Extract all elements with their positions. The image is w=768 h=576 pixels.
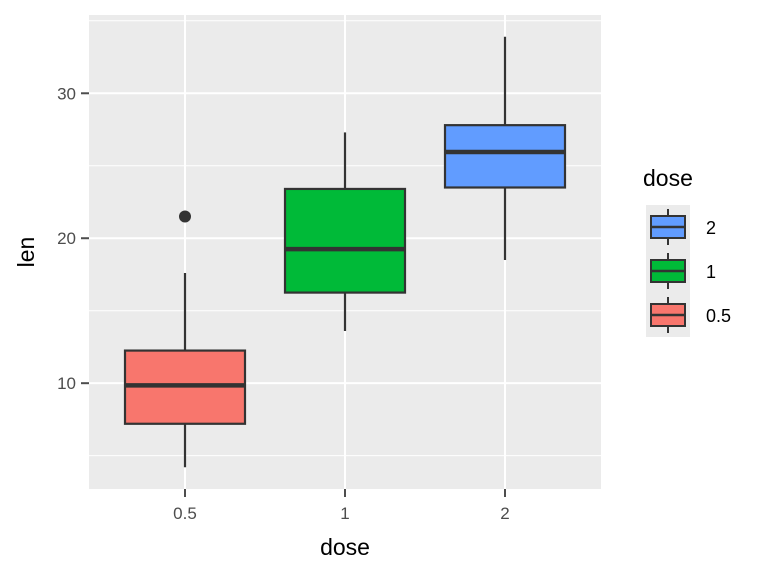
boxes <box>123 36 567 468</box>
legend-entry-2: 2 <box>646 205 716 249</box>
y-tick-label: 10 <box>57 374 76 393</box>
legend-entry-1: 1 <box>646 249 716 293</box>
box-group-0.5 <box>123 210 247 468</box>
legend-label: 2 <box>706 218 716 238</box>
y-tick-label: 30 <box>57 84 76 103</box>
box-iqr <box>283 187 407 294</box>
axes: 10 20 30 0.5 1 2 <box>57 84 510 523</box>
box-iqr <box>443 124 567 189</box>
y-tick-label: 20 <box>57 229 76 248</box>
legend: dose 2 1 0.5 <box>643 165 731 337</box>
box-group-1 <box>283 132 407 331</box>
x-tick-label: 0.5 <box>173 504 197 523</box>
outlier-point <box>179 210 191 223</box>
x-tick-label: 2 <box>500 504 509 523</box>
legend-label: 0.5 <box>706 306 731 326</box>
legend-title: dose <box>643 165 693 191</box>
box-group-2 <box>443 36 567 260</box>
legend-entry-0.5: 0.5 <box>646 293 731 337</box>
x-tick-label: 1 <box>340 504 349 523</box>
x-axis-title: dose <box>320 534 370 560</box>
legend-label: 1 <box>706 262 716 282</box>
y-axis-title: len <box>13 237 39 268</box>
